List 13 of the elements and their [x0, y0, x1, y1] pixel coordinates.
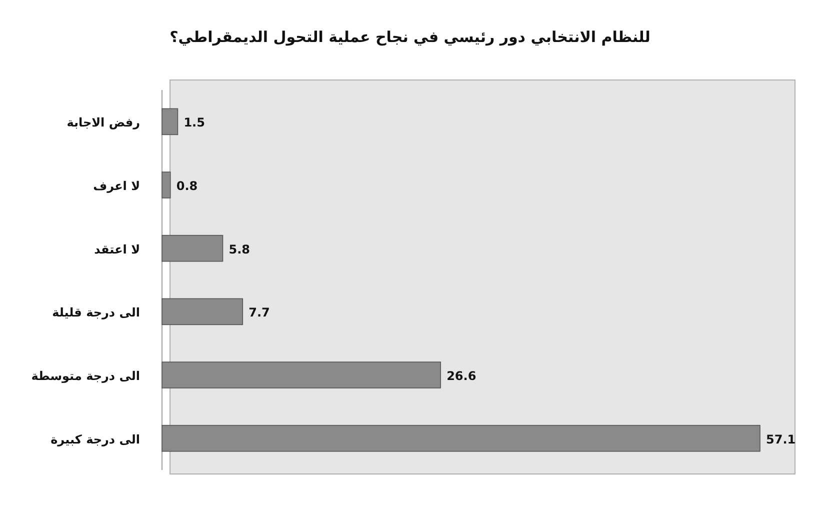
category-label: لا اعتقد	[94, 242, 140, 256]
title: للنظام الانتخابي دور رئيسي في نجاح عملية التحول الديمقراطي؟	[170, 28, 650, 46]
data-label: 5.8	[228, 242, 250, 256]
data-label: 26.6	[446, 369, 476, 383]
category-label: الى درجة كبيرة	[50, 432, 140, 446]
category-label: الى درجة قليلة	[52, 306, 140, 320]
category-label: لا اعرف	[93, 179, 140, 193]
category-label: الى درجة متوسطة	[31, 369, 140, 383]
category-label: رفض الاجابة	[66, 116, 140, 130]
data-label: 1.5	[184, 116, 205, 130]
data-label: 7.7	[248, 306, 270, 320]
data-label: 0.8	[176, 179, 198, 193]
data-label: 57.1	[766, 432, 796, 446]
